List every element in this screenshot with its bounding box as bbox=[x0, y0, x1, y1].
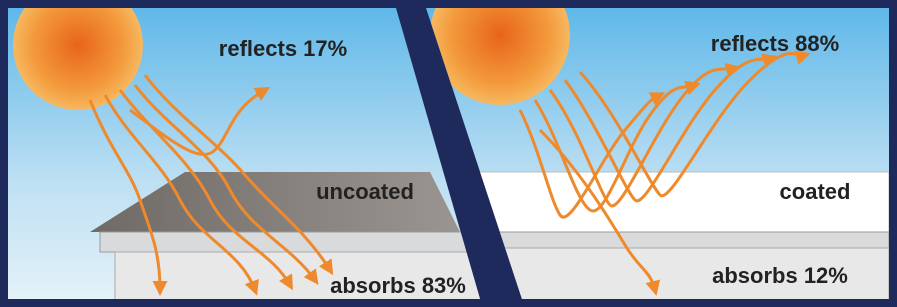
diagram: reflects 17% uncoated absorbs 83% reflec… bbox=[0, 0, 897, 307]
absorbs-label: absorbs 12% bbox=[712, 263, 848, 288]
reflects-label: reflects 17% bbox=[219, 36, 347, 61]
absorbs-label: absorbs 83% bbox=[330, 273, 466, 298]
surface-label: uncoated bbox=[316, 179, 414, 204]
reflects-label: reflects 88% bbox=[711, 31, 839, 56]
surface-label: coated bbox=[780, 179, 851, 204]
